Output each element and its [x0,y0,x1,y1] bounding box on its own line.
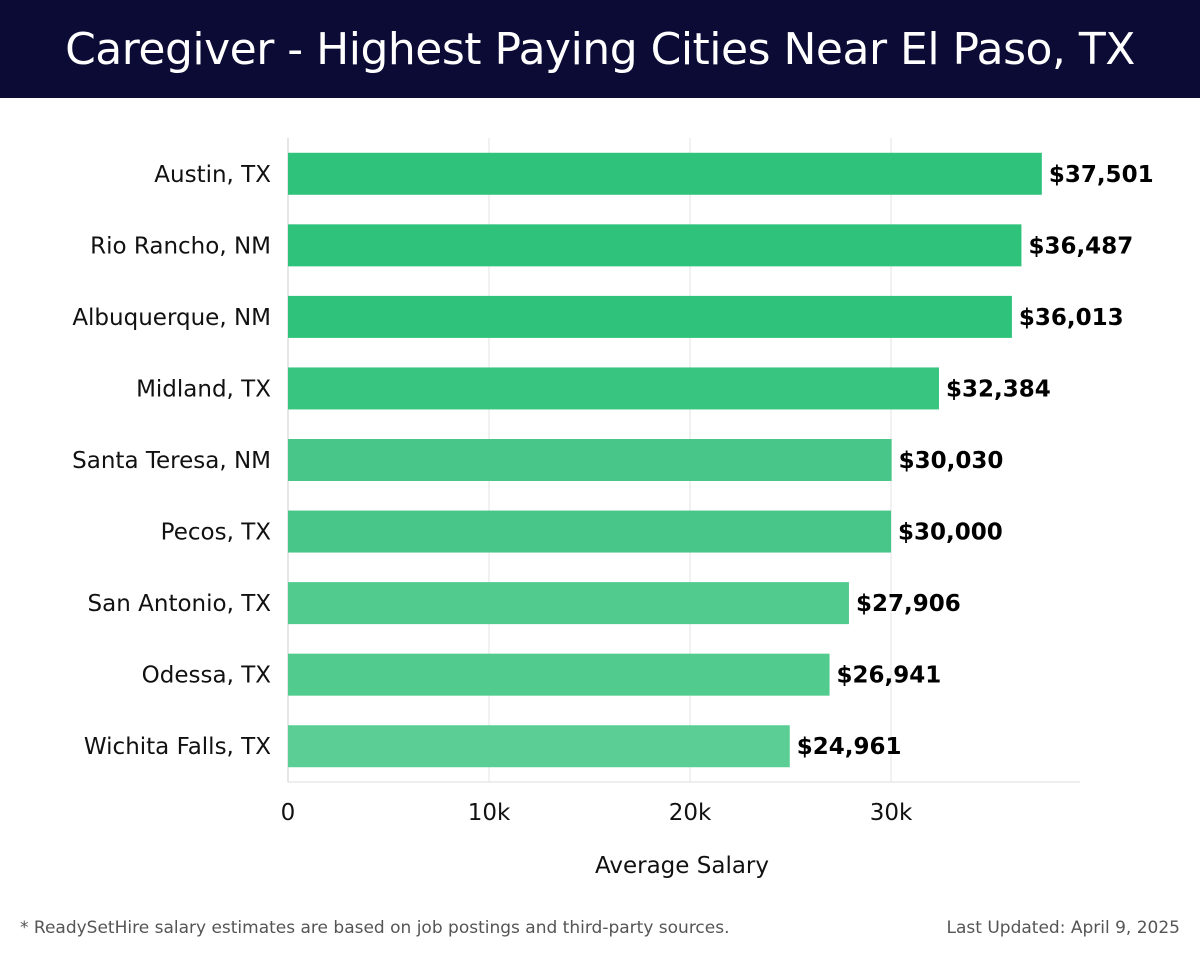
value-label: $24,961 [797,734,902,760]
value-label: $30,030 [899,448,1004,474]
value-label: $37,501 [1049,162,1154,188]
bar [288,295,1012,338]
footer-note: * ReadySetHire salary estimates are base… [20,918,730,938]
x-tick-label: 20k [669,800,712,826]
bar [288,152,1042,195]
category-label: San Antonio, TX [88,591,272,617]
bar [288,582,849,625]
x-tick-label: 30k [870,800,913,826]
category-label: Rio Rancho, NM [90,233,271,259]
x-tick-label: 0 [281,800,296,826]
chart-title: Caregiver - Highest Paying Cities Near E… [65,23,1135,75]
value-label: $36,013 [1019,305,1124,331]
category-label: Santa Teresa, NM [72,448,271,474]
category-label: Albuquerque, NM [72,305,271,331]
last-updated: Last Updated: April 9, 2025 [946,918,1180,938]
value-label: $36,487 [1028,233,1133,259]
category-label: Pecos, TX [161,520,272,546]
bars [288,152,1042,768]
bar-chart: Austin, TX Rio Rancho, NM Albuquerque, NM M… [72,138,1154,879]
x-tick-label: 10k [468,800,511,826]
value-labels: $37,501 $36,487 $36,013 $32,384 $30,030 $30,0… [797,162,1154,760]
bar [288,725,790,768]
chart-header: Caregiver - Highest Paying Cities Near E… [0,0,1200,98]
category-labels: Austin, TX Rio Rancho, NM Albuquerque, NM M… [72,162,271,760]
bar [288,510,892,553]
category-label: Austin, TX [154,162,271,188]
category-label: Midland, TX [136,376,271,402]
bar [288,653,830,696]
value-label: $32,384 [946,376,1051,402]
category-label: Wichita Falls, TX [84,734,271,760]
category-label: Odessa, TX [142,663,272,689]
x-axis-label: Average Salary [595,853,769,879]
x-tick-labels: 0 10k 20k 30k [281,800,913,826]
bar [288,367,939,410]
value-label: $30,000 [898,520,1003,546]
value-label: $26,941 [837,663,942,689]
value-label: $27,906 [856,591,961,617]
bar [288,224,1022,267]
bar [288,439,892,481]
